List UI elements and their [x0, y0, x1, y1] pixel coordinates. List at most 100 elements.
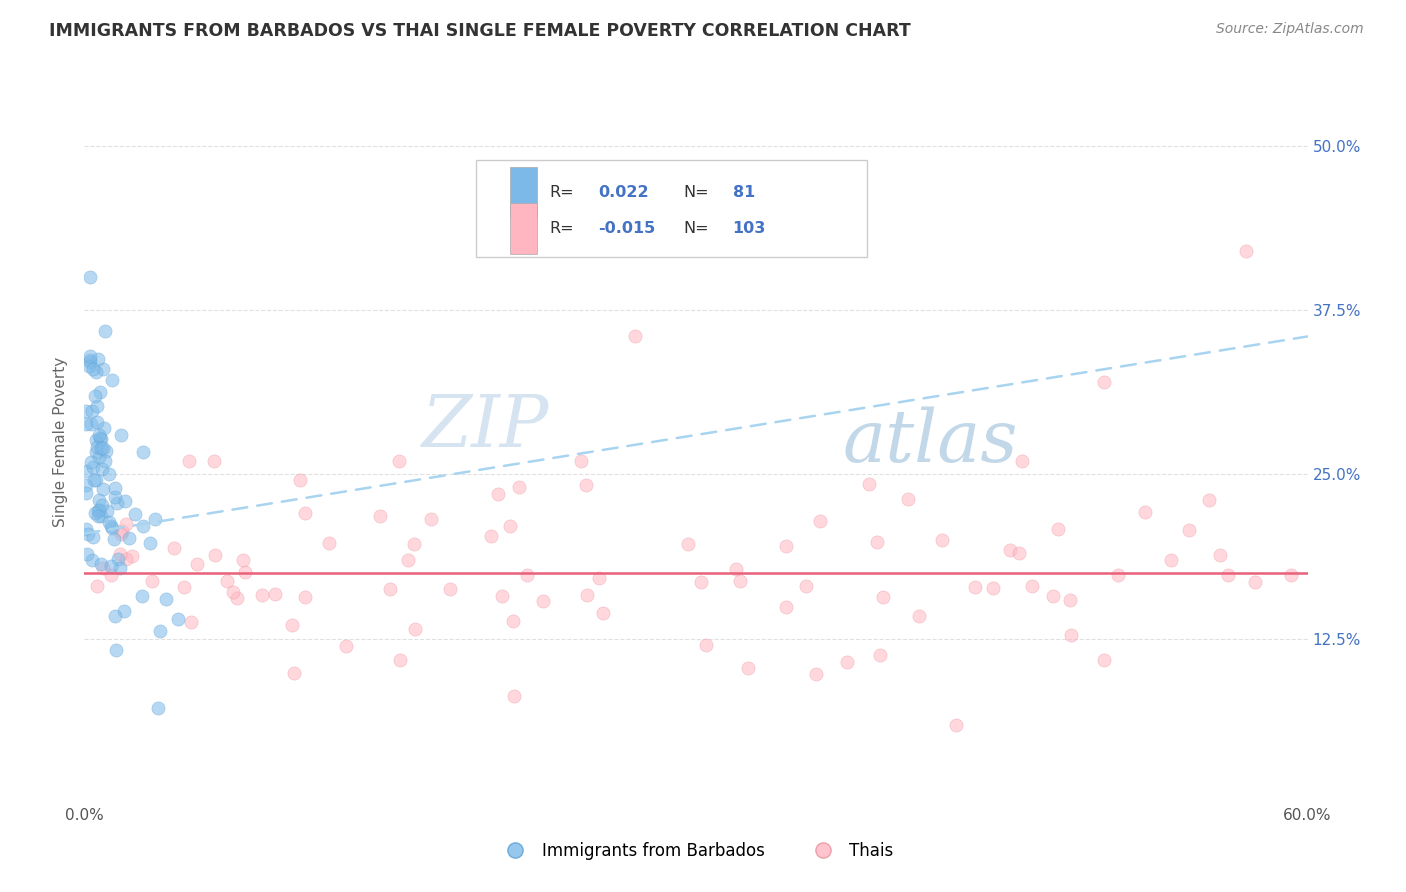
Point — [479, 529, 502, 543]
Point — [531, 594, 554, 608]
Point — [77, 359, 100, 373]
Point — [75, 464, 97, 478]
Point — [121, 549, 143, 563]
Point — [83, 473, 105, 487]
Point — [215, 574, 238, 589]
Point — [97, 467, 120, 482]
Point — [75, 404, 97, 418]
Point — [84, 506, 107, 520]
Text: 0.022: 0.022 — [598, 185, 648, 200]
Point — [93, 561, 115, 575]
Point — [806, 667, 828, 681]
Point — [118, 532, 141, 546]
Point — [84, 433, 107, 447]
Point — [100, 558, 122, 573]
Point — [1047, 523, 1070, 537]
Point — [124, 507, 146, 521]
Point — [264, 587, 287, 601]
Point — [1092, 653, 1115, 667]
Point — [1209, 548, 1232, 562]
FancyBboxPatch shape — [510, 203, 537, 253]
Point — [79, 270, 101, 285]
Point — [91, 482, 114, 496]
Point — [82, 530, 104, 544]
Point — [1107, 567, 1129, 582]
Point — [575, 478, 598, 492]
Point — [388, 653, 411, 667]
Point — [101, 373, 124, 387]
Point — [569, 454, 592, 468]
Y-axis label: Single Female Poverty: Single Female Poverty — [53, 357, 69, 526]
Point — [79, 349, 101, 363]
Point — [1236, 244, 1258, 258]
Point — [76, 547, 98, 561]
Point — [131, 589, 153, 603]
Point — [908, 609, 931, 624]
Point — [508, 480, 530, 494]
FancyBboxPatch shape — [475, 160, 868, 257]
Point — [1060, 628, 1083, 642]
Text: R=: R= — [550, 185, 574, 200]
Point — [79, 352, 101, 367]
Point — [91, 441, 114, 455]
Point — [149, 624, 172, 638]
Point — [96, 504, 118, 518]
Point — [82, 459, 104, 474]
Point — [82, 362, 104, 376]
Point — [294, 506, 316, 520]
Point — [378, 582, 401, 597]
Point — [1000, 543, 1022, 558]
Point — [75, 478, 97, 492]
Point — [368, 509, 391, 524]
Point — [516, 568, 538, 582]
Point — [87, 351, 110, 366]
Point — [1160, 553, 1182, 567]
Point — [588, 571, 610, 585]
Point — [1178, 523, 1201, 537]
Point — [75, 522, 97, 536]
Point — [1092, 376, 1115, 390]
Point — [676, 537, 699, 551]
Point — [1011, 454, 1033, 468]
Point — [1198, 492, 1220, 507]
Point — [502, 615, 524, 629]
FancyBboxPatch shape — [510, 167, 537, 218]
Point — [79, 355, 101, 369]
Point — [491, 589, 513, 603]
Point — [335, 639, 357, 653]
Point — [486, 487, 509, 501]
Text: 103: 103 — [733, 221, 766, 235]
Point — [91, 362, 114, 376]
Point — [107, 496, 129, 510]
Point — [404, 537, 426, 551]
Point — [94, 325, 117, 339]
Point — [226, 591, 249, 605]
Point — [100, 519, 122, 533]
Point — [90, 441, 112, 455]
Point — [858, 477, 880, 491]
Point — [439, 582, 461, 596]
Point — [86, 579, 108, 593]
Point — [1244, 575, 1267, 590]
Legend: Immigrants from Barbados, Thais: Immigrants from Barbados, Thais — [492, 836, 900, 867]
Point — [869, 648, 891, 662]
Point — [179, 454, 201, 468]
Point — [110, 427, 132, 442]
Point — [91, 498, 114, 512]
Point — [281, 618, 304, 632]
Point — [89, 385, 111, 400]
Point — [107, 551, 129, 566]
Point — [204, 548, 226, 562]
Point — [775, 539, 797, 553]
Point — [86, 415, 108, 429]
Point — [93, 454, 115, 468]
Text: -0.015: -0.015 — [598, 221, 655, 235]
Point — [108, 547, 131, 561]
Point — [86, 399, 108, 413]
Point — [1042, 590, 1064, 604]
Point — [897, 492, 920, 507]
Point — [1059, 592, 1081, 607]
Point — [186, 557, 208, 571]
Point — [965, 581, 987, 595]
Text: IMMIGRANTS FROM BARBADOS VS THAI SINGLE FEMALE POVERTY CORRELATION CHART: IMMIGRANTS FROM BARBADOS VS THAI SINGLE … — [49, 22, 911, 40]
